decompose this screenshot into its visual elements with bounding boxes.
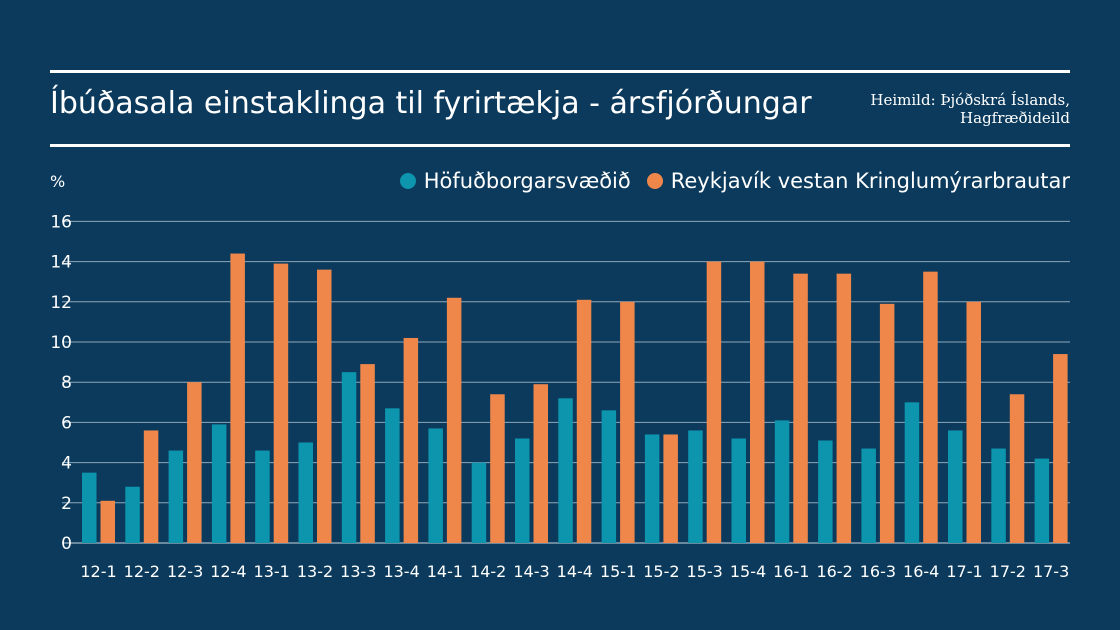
bar-series-2-16-3 [879,303,895,543]
bar-series-1-12-4 [211,424,227,543]
bar-series-2-14-3 [533,384,548,543]
legend-label-series-1: Höfuðborgarsvæðið [423,169,631,193]
bar-series-1-16-4 [904,402,920,543]
y-tick-label: 6 [61,413,72,433]
bar-series-2-13-1 [273,263,289,543]
x-tick-label: 13-2 [297,562,333,581]
bar-series-2-12-4 [230,253,245,543]
bar-series-2-14-2 [490,394,505,543]
bar-series-1-16-1 [774,420,790,543]
source-line-2: Hagfræðideild [960,109,1070,127]
y-tick-label: 10 [50,333,72,353]
x-tick-label: 12-3 [167,562,203,581]
bar-series-1-14-3 [515,438,530,543]
bar-series-2-17-1 [966,301,981,543]
x-tick-label: 14-3 [513,562,549,581]
x-tick-label: 12-1 [80,562,116,581]
bar-series-2-12-2 [143,430,159,543]
y-tick-label: 0 [61,534,72,554]
bar-series-1-16-3 [861,448,876,543]
bar-series-1-15-4 [731,438,746,543]
chart-title: Íbúðasala einstaklinga til fyrirtækja - … [50,86,812,121]
x-tick-label: 14-2 [470,562,506,581]
x-tick-label: 14-4 [557,562,593,581]
x-tick-label: 13-4 [383,562,419,581]
x-tick-label: 16-2 [816,562,852,581]
bar-series-2-16-1 [793,273,808,543]
bar-series-2-13-3 [360,364,375,543]
legend: Höfuðborgarsvæðið Reykjavík vestan Kring… [384,169,1070,193]
y-unit-label: % [50,172,66,191]
x-tick-label: 15-2 [643,562,679,581]
bar-series-2-14-4 [576,299,592,543]
bar-series-2-16-2 [836,273,852,543]
x-tick-label: 12-4 [210,562,246,581]
bar-series-1-17-3 [1034,458,1050,543]
title-rule-bottom [50,144,1070,147]
bar-series-2-12-3 [187,382,202,543]
x-tick-label: 17-2 [990,562,1026,581]
x-tick-label: 14-1 [427,562,463,581]
bar-series-1-14-4 [558,398,573,543]
y-tick-label: 8 [61,373,72,393]
bar-series-2-15-1 [620,301,635,543]
y-tick-label: 12 [50,293,72,313]
bar-series-2-16-4 [923,271,938,543]
bar-series-1-12-2 [125,486,140,543]
source-line-1: Heimild: Þjóðskrá Íslands, [870,91,1070,109]
y-tick-label: 4 [61,454,72,474]
bar-series-1-17-2 [991,448,1006,543]
x-tick-label: 17-3 [1033,562,1069,581]
source-note: Heimild: Þjóðskrá Íslands, Hagfræðideild [810,91,1070,127]
legend-item-series-2: Reykjavík vestan Kringlumýrarbrautar [646,169,1070,193]
legend-label-series-2: Reykjavík vestan Kringlumýrarbrautar [670,169,1070,193]
bar-series-2-15-4 [750,261,765,543]
x-tick-label: 16-1 [773,562,809,581]
y-tick-label: 16 [50,212,72,232]
legend-item-series-1: Höfuðborgarsvæðið [399,169,631,193]
bar-series-1-12-3 [168,450,184,543]
bar-series-1-15-2 [644,434,660,543]
bar-series-1-15-1 [601,410,617,543]
legend-swatch-series-1 [399,173,416,189]
x-tick-label: 12-2 [124,562,160,581]
bar-series-1-13-4 [385,408,400,543]
bar-series-1-15-3 [688,430,703,543]
bar-series-2-17-3 [1053,354,1068,543]
x-tick-label: 15-3 [687,562,723,581]
bar-series-2-12-1 [100,500,115,543]
bar-series-1-14-2 [471,462,487,543]
x-tick-label: 16-4 [903,562,939,581]
x-tick-label: 15-4 [730,562,766,581]
bar-series-1-17-1 [948,430,963,543]
bar-series-1-13-2 [298,442,313,543]
bar-series-1-13-1 [255,450,270,543]
x-tick-label: 15-1 [600,562,636,581]
bar-series-1-14-1 [428,428,443,543]
bar-series-1-13-3 [341,372,357,543]
bar-series-2-13-4 [403,337,419,543]
bar-series-2-15-3 [706,261,722,543]
bar-series-1-16-2 [818,440,833,543]
bar-series-2-14-1 [446,297,462,543]
bar-series-2-15-2 [663,434,678,543]
y-tick-label: 14 [50,253,72,273]
title-rule-top [50,70,1070,73]
bar-series-2-13-2 [317,269,332,543]
y-tick-label: 2 [61,494,72,514]
x-tick-label: 17-1 [946,562,982,581]
x-tick-label: 16-3 [860,562,896,581]
x-tick-label: 13-3 [340,562,376,581]
legend-swatch-series-2 [646,173,663,189]
bar-series-1-12-1 [82,472,97,543]
bar-series-2-17-2 [1009,394,1025,543]
x-tick-label: 13-1 [254,562,290,581]
